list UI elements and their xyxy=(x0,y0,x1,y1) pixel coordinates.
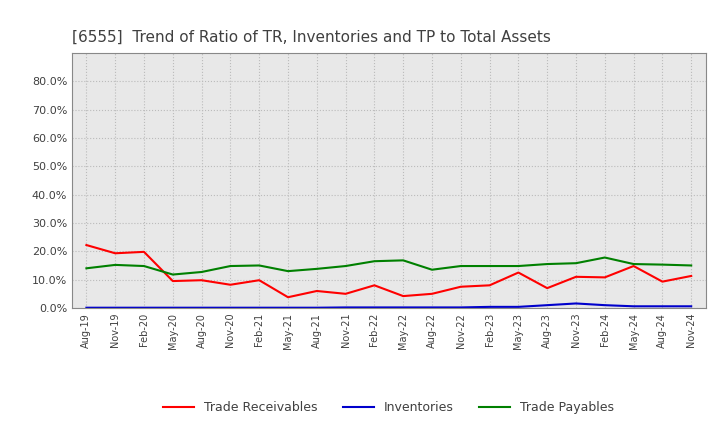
Trade Receivables xyxy=(197,278,206,283)
Trade Payables xyxy=(370,259,379,264)
Trade Receivables xyxy=(629,264,638,269)
Trade Receivables xyxy=(543,286,552,291)
Trade Receivables xyxy=(168,279,177,284)
Trade Payables xyxy=(111,262,120,268)
Trade Receivables xyxy=(428,291,436,297)
Inventories xyxy=(572,301,580,306)
Inventories xyxy=(341,305,350,310)
Inventories xyxy=(284,305,292,310)
Trade Receivables xyxy=(226,282,235,287)
Inventories xyxy=(312,305,321,310)
Trade Receivables xyxy=(82,242,91,248)
Trade Payables xyxy=(82,266,91,271)
Trade Receivables xyxy=(255,278,264,283)
Trade Payables xyxy=(341,264,350,269)
Inventories xyxy=(456,305,465,310)
Trade Receivables xyxy=(111,251,120,256)
Trade Payables xyxy=(140,264,148,269)
Trade Payables xyxy=(658,262,667,267)
Line: Trade Payables: Trade Payables xyxy=(86,257,691,275)
Trade Payables xyxy=(168,272,177,277)
Trade Payables xyxy=(485,264,494,269)
Trade Payables xyxy=(226,264,235,269)
Trade Receivables xyxy=(370,282,379,288)
Trade Payables xyxy=(572,260,580,266)
Trade Payables xyxy=(428,267,436,272)
Trade Payables xyxy=(514,264,523,269)
Inventories xyxy=(168,305,177,310)
Trade Receivables xyxy=(600,275,609,280)
Trade Receivables xyxy=(284,295,292,300)
Trade Payables xyxy=(687,263,696,268)
Trade Payables xyxy=(600,255,609,260)
Inventories xyxy=(600,303,609,308)
Inventories xyxy=(226,305,235,310)
Trade Receivables xyxy=(399,293,408,299)
Trade Payables xyxy=(197,269,206,275)
Inventories xyxy=(485,304,494,309)
Inventories xyxy=(111,305,120,310)
Trade Payables xyxy=(312,266,321,271)
Inventories xyxy=(370,305,379,310)
Trade Receivables xyxy=(687,273,696,279)
Trade Receivables xyxy=(485,282,494,288)
Trade Payables xyxy=(399,258,408,263)
Trade Receivables xyxy=(456,284,465,290)
Legend: Trade Receivables, Inventories, Trade Payables: Trade Receivables, Inventories, Trade Pa… xyxy=(158,396,619,419)
Inventories xyxy=(428,305,436,310)
Trade Payables xyxy=(255,263,264,268)
Inventories xyxy=(140,305,148,310)
Trade Payables xyxy=(543,261,552,267)
Trade Receivables xyxy=(514,270,523,275)
Inventories xyxy=(197,305,206,310)
Trade Receivables xyxy=(658,279,667,284)
Inventories xyxy=(514,304,523,309)
Trade Payables xyxy=(629,261,638,267)
Inventories xyxy=(543,303,552,308)
Line: Trade Receivables: Trade Receivables xyxy=(86,245,691,297)
Trade Receivables xyxy=(312,288,321,293)
Trade Receivables xyxy=(572,274,580,279)
Inventories xyxy=(255,305,264,310)
Inventories xyxy=(399,305,408,310)
Trade Payables xyxy=(284,268,292,274)
Inventories xyxy=(687,304,696,309)
Inventories xyxy=(82,305,91,310)
Inventories xyxy=(658,304,667,309)
Trade Payables xyxy=(456,264,465,269)
Text: [6555]  Trend of Ratio of TR, Inventories and TP to Total Assets: [6555] Trend of Ratio of TR, Inventories… xyxy=(72,29,551,45)
Trade Receivables xyxy=(140,249,148,254)
Inventories xyxy=(629,304,638,309)
Line: Inventories: Inventories xyxy=(86,304,691,308)
Trade Receivables xyxy=(341,291,350,297)
